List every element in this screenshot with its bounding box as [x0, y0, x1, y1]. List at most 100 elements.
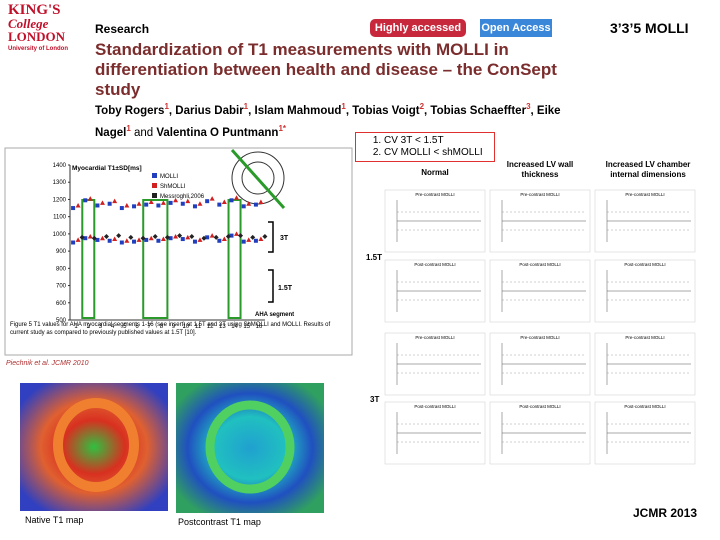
- point: [192, 204, 197, 209]
- point: [144, 202, 149, 207]
- point: [213, 234, 219, 240]
- group-label: 3T: [280, 235, 289, 242]
- author-sup: 1: [164, 102, 169, 111]
- bullseye-slash: [230, 148, 286, 210]
- map-caption: Native T1 map: [25, 515, 84, 525]
- point: [253, 202, 258, 207]
- point: [209, 233, 215, 238]
- note: CV 3T < 1.5T: [384, 135, 494, 147]
- point: [253, 238, 258, 243]
- column-head: Increased LV chamber internal dimensions: [605, 160, 691, 179]
- map-caption: Postcontrast T1 map: [178, 517, 261, 527]
- point: [83, 236, 88, 241]
- author-sup: 3: [526, 102, 531, 111]
- point: [168, 200, 173, 205]
- point: [177, 233, 183, 239]
- legend-label: ShMOLLI: [160, 184, 186, 190]
- point: [229, 198, 234, 203]
- bracket: [268, 269, 274, 303]
- authors: Toby Rogers1, Darius Dabir1, Islam Mahmo…: [95, 102, 561, 139]
- point: [180, 237, 185, 242]
- x-tick-label: 13: [219, 324, 226, 330]
- axis-label: AHA segment: [255, 312, 294, 318]
- x-tick-label: 6: [135, 324, 139, 330]
- panel-title: Pre-contrast MOLLI: [625, 335, 664, 340]
- bracket: [268, 221, 274, 253]
- y-tick-label: 800: [56, 266, 67, 272]
- author-sup: 1*: [278, 123, 286, 133]
- point: [132, 204, 137, 209]
- map-ring: [205, 400, 295, 494]
- point: [173, 233, 179, 239]
- logo: KING'S College LONDON University of Lond…: [8, 2, 72, 56]
- point: [241, 239, 246, 244]
- point: [152, 233, 158, 239]
- point: [156, 238, 161, 243]
- point: [71, 206, 76, 211]
- point: [119, 206, 124, 211]
- point: [205, 235, 210, 240]
- author-sup: 1: [243, 102, 249, 111]
- point: [99, 200, 105, 205]
- x-tick-label: 11: [195, 324, 202, 330]
- point: [185, 234, 191, 240]
- x-tick-label: 4: [111, 324, 115, 330]
- point: [201, 235, 207, 241]
- title: Standardization of T1 measurements with …: [95, 40, 557, 99]
- point: [262, 233, 268, 239]
- point: [124, 202, 130, 208]
- point: [250, 234, 256, 240]
- point: [217, 238, 222, 243]
- point: [238, 233, 244, 239]
- author-name: Tobias Voigt: [352, 104, 420, 117]
- panel-title: Post-contrast MOLLI: [624, 262, 665, 267]
- legend-label: MOLLI: [160, 174, 178, 180]
- highlight-box: [227, 199, 242, 319]
- author-name: Valentina O Puntmann: [156, 126, 279, 139]
- point: [164, 234, 170, 240]
- logo-line: University of London: [8, 46, 68, 52]
- point: [168, 236, 173, 241]
- x-tick-label: 3: [99, 324, 103, 330]
- row-label: 3T: [370, 395, 379, 404]
- y-tick-label: 1200: [53, 197, 67, 203]
- legend-swatch: [152, 183, 157, 188]
- chart-title: Myocardial T1±SD[ms]: [72, 165, 142, 172]
- legend-swatch: [152, 193, 157, 198]
- point: [258, 199, 264, 205]
- bullseye: [241, 161, 275, 195]
- group-label: 1.5T: [278, 285, 293, 292]
- caption: Figure 5 T1 values for AHA myocardial se…: [10, 322, 331, 336]
- point: [258, 236, 264, 242]
- panel-title: Post-contrast MOLLI: [519, 404, 560, 409]
- point: [95, 237, 100, 242]
- y-tick-label: 900: [56, 249, 67, 255]
- point: [217, 202, 222, 207]
- highlight-box: [142, 199, 169, 319]
- point: [209, 196, 215, 201]
- point: [160, 200, 166, 205]
- logo-line: KING'S: [8, 2, 61, 18]
- point: [91, 235, 97, 241]
- point: [160, 236, 166, 242]
- logo-line: College: [8, 16, 49, 31]
- logo-line: LONDON: [8, 29, 66, 44]
- legend-swatch: [152, 173, 157, 178]
- point: [140, 235, 146, 241]
- panel-title: Post-contrast MOLLI: [414, 262, 455, 267]
- y-tick-label: 1100: [53, 215, 67, 221]
- point: [156, 203, 161, 208]
- point: [185, 198, 191, 204]
- footer: JCMR 2013: [633, 506, 698, 520]
- x-tick-label: 5: [123, 324, 127, 330]
- author-sup: 1: [126, 123, 131, 133]
- panel-title: Post-contrast MOLLI: [519, 262, 560, 267]
- point: [136, 237, 142, 242]
- section: Research: [95, 22, 150, 36]
- point: [221, 236, 227, 242]
- point: [246, 237, 252, 242]
- point: [116, 233, 122, 239]
- point: [189, 233, 195, 239]
- x-tick-label: 2: [87, 324, 91, 330]
